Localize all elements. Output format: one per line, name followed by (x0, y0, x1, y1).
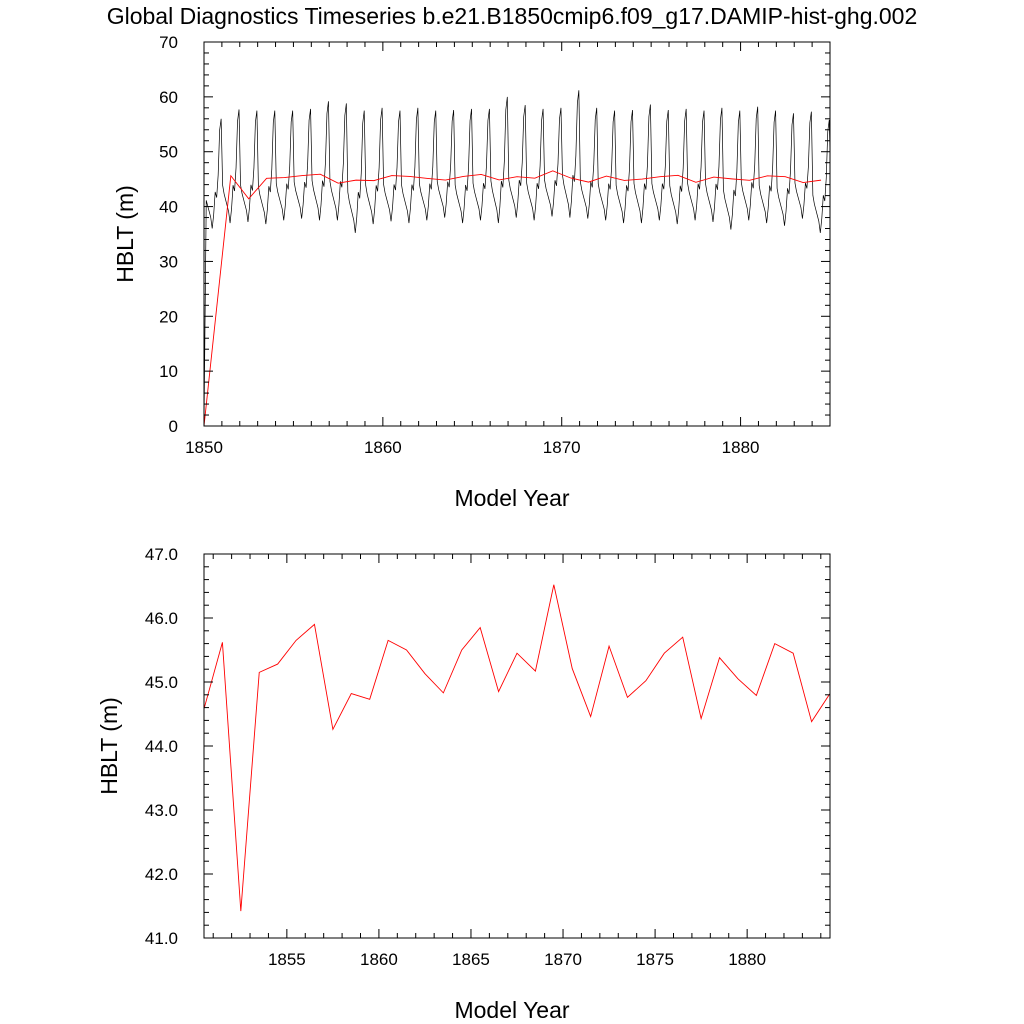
y-tick-label: 20 (159, 307, 178, 326)
y-tick-label: 0 (169, 417, 178, 436)
y-tick-label: 41.0 (145, 929, 178, 948)
top-panel: 1850 1860 1870 1880 0 10 20 30 40 50 60 70 Model Ye… (112, 33, 831, 511)
x-tick-label: 1865 (452, 950, 490, 969)
x-tick-label: 1870 (543, 438, 581, 457)
top-x-axis-label: Model Year (454, 485, 569, 511)
top-monthly-series-line (204, 90, 830, 426)
bottom-y-axis-label: HBLT (m) (96, 697, 122, 795)
x-tick-label: 1855 (268, 950, 306, 969)
bottom-axis-ticks: 1855 1860 1865 1870 1875 1880 41.0 42.0 43.0 44.0… (145, 545, 830, 969)
x-tick-label: 1850 (185, 438, 223, 457)
y-tick-label: 44.0 (145, 737, 178, 756)
x-tick-label: 1880 (722, 438, 760, 457)
chart-title: Global Diagnostics Timeseries b.e21.B185… (107, 3, 918, 29)
top-y-axis-label: HBLT (m) (112, 185, 138, 283)
y-tick-label: 30 (159, 252, 178, 271)
top-plot-frame (203, 41, 831, 427)
y-tick-label: 10 (159, 362, 178, 381)
y-tick-label: 50 (159, 143, 178, 162)
bottom-panel: 1855 1860 1865 1870 1875 1880 41.0 42.0 43.0 44.0… (96, 545, 831, 1023)
y-tick-label: 43.0 (145, 801, 178, 820)
y-tick-label: 60 (159, 88, 178, 107)
top-axis-ticks: 1850 1860 1870 1880 0 10 20 30 40 50 60 70 (159, 33, 831, 457)
y-tick-label: 45.0 (145, 673, 178, 692)
x-tick-label: 1870 (544, 950, 582, 969)
y-tick-label: 46.0 (145, 609, 178, 628)
top-plot-marks (204, 90, 830, 426)
top-annual-series-line (204, 170, 822, 426)
x-tick-label: 1875 (636, 950, 674, 969)
x-tick-label: 1860 (360, 950, 398, 969)
bottom-plot-marks (204, 584, 830, 912)
y-tick-label: 40 (159, 198, 178, 217)
y-tick-label: 70 (159, 33, 178, 52)
bottom-plot-frame (203, 553, 831, 939)
y-tick-label: 42.0 (145, 865, 178, 884)
x-tick-label: 1880 (728, 950, 766, 969)
bottom-x-axis-label: Model Year (454, 997, 569, 1023)
x-tick-label: 1860 (364, 438, 402, 457)
y-tick-label: 47.0 (145, 545, 178, 564)
bottom-annual-series-line (204, 584, 830, 912)
